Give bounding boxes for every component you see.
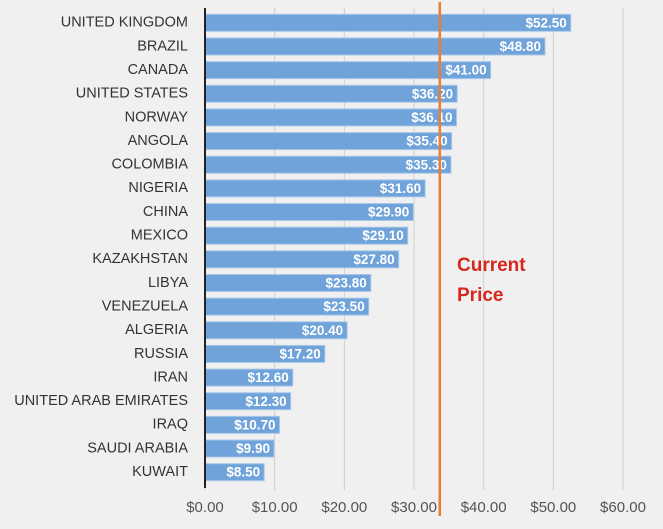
value-label: $31.60 [380,181,421,196]
value-label: $9.90 [236,441,270,456]
y-tick-label: IRAN [153,369,188,385]
x-tick-label: $10.00 [252,499,298,516]
y-tick-label: NIGERIA [128,180,188,196]
y-tick-label: MEXICO [131,228,188,244]
value-label: $17.20 [280,346,321,361]
y-tick-label: UNITED STATES [76,86,188,102]
y-tick-label: KUWAIT [132,464,188,480]
value-label: $52.50 [525,15,566,30]
value-label: $8.50 [226,465,260,480]
value-label: $23.80 [326,276,367,291]
value-label: $12.60 [247,370,288,385]
y-tick-label: RUSSIA [134,346,188,362]
value-label: $12.30 [245,394,286,409]
y-tick-label: UNITED KINGDOM [61,15,188,31]
x-tick-label: $20.00 [321,499,367,516]
value-label: $20.40 [302,323,343,338]
y-tick-label: LIBYA [148,275,188,291]
x-tick-label: $30.00 [391,499,437,516]
y-tick-label: VENEZUELA [102,298,189,314]
x-tick-label: $60.00 [600,499,646,516]
annotation: Price [457,285,503,306]
bar [204,37,546,56]
x-tick-label: $40.00 [461,499,507,516]
y-tick-label: IRAQ [153,417,188,433]
y-tick-label: SAUDI ARABIA [87,440,188,456]
value-label: $48.80 [500,39,541,54]
y-tick-label: KAZAKHSTAN [92,251,188,267]
value-label: $35.40 [406,134,447,149]
y-tick-label: BRAZIL [137,38,188,54]
value-label: $41.00 [445,63,486,78]
value-label: $36.10 [411,110,452,125]
value-label: $35.30 [406,157,447,172]
y-tick-label: ANGOLA [128,133,189,149]
y-tick-label: CHINA [143,204,188,220]
value-label: $29.10 [362,228,403,243]
y-tick-label: ALGERIA [125,322,188,338]
value-label: $27.80 [353,252,394,267]
y-tick-label: CANADA [128,62,189,78]
y-tick-label: UNITED ARAB EMIRATES [14,393,188,409]
value-label: $36.20 [412,86,453,101]
x-tick-label: $50.00 [530,499,576,516]
x-tick-label: $0.00 [186,499,224,516]
annotation: Current [457,255,526,276]
value-label: $10.70 [234,417,275,432]
y-tick-label: NORWAY [125,109,189,125]
value-label: $23.50 [323,299,364,314]
value-label: $29.90 [368,205,409,220]
bar [204,13,572,32]
y-tick-label: COLOMBIA [111,157,188,173]
